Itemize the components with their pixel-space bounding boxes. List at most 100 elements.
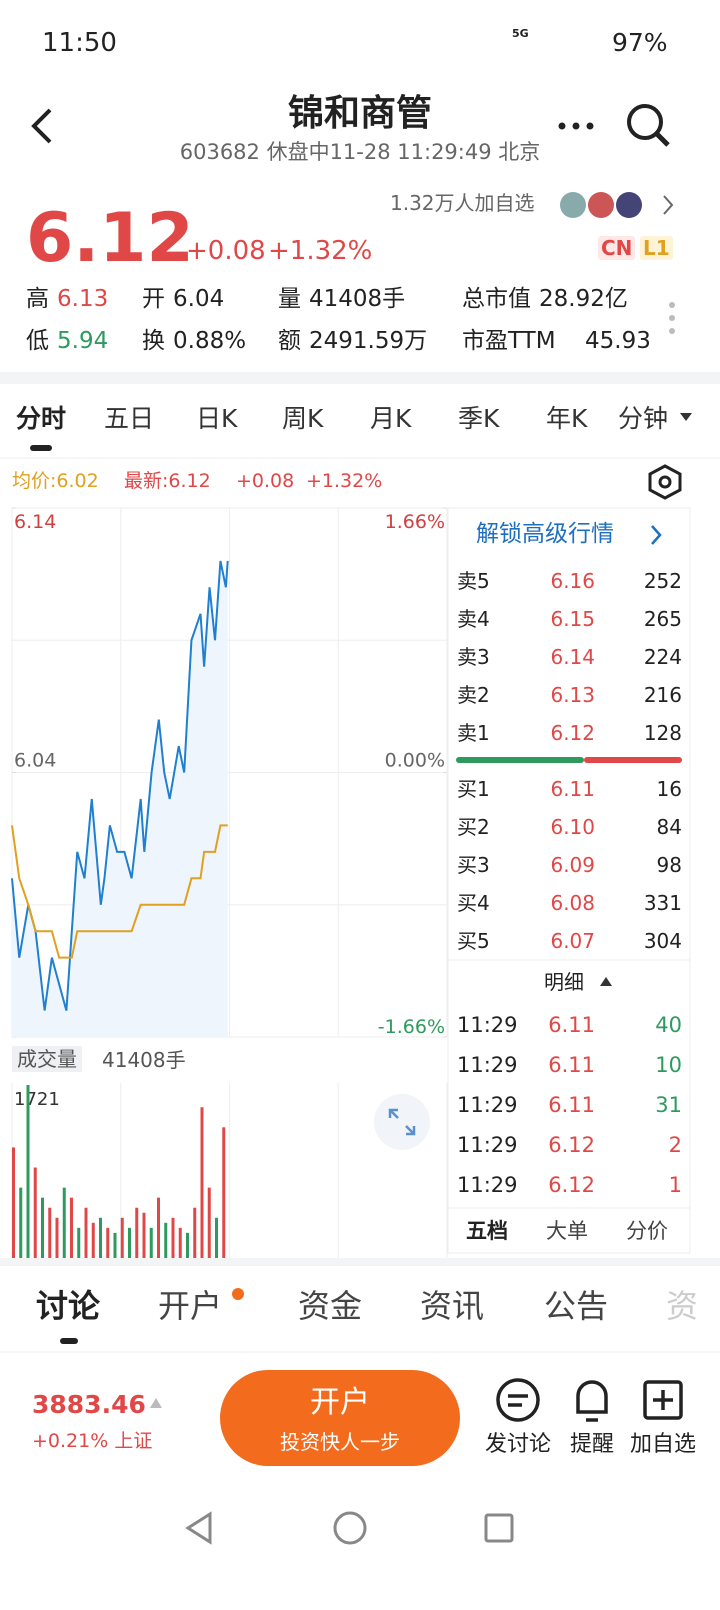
book-label: 买4 [457,891,490,915]
book-price: 6.08 [550,891,595,915]
y2-tick-label: 0.00% [385,750,445,772]
y-tick-label: 1721 [14,1089,60,1110]
bottom-tab[interactable]: 开户 [158,1287,223,1325]
stat-value: 28.92亿 [539,286,628,312]
book-label: 买5 [457,929,490,953]
action-icons[interactable] [496,1378,683,1422]
action-label[interactable]: 发讨论 [484,1432,551,1457]
book-volume: 265 [643,607,682,631]
action-label[interactable]: 提醒 [569,1432,614,1457]
expand-button[interactable] [374,1094,430,1150]
stat-value: 5.94 [57,328,109,354]
book-label: 买3 [457,853,490,877]
book-price: 6.07 [550,929,595,953]
panel-tab[interactable]: 大单 [546,1219,588,1243]
button-sub[interactable]: 投资快人一步 [280,1430,400,1454]
book-price: 6.12 [550,721,595,745]
open-account-button[interactable] [220,1370,460,1466]
search-button[interactable] [627,104,670,147]
book-volume: 84 [656,815,682,839]
book-label: 买2 [457,815,490,839]
volume-bar [84,1207,88,1258]
detail-volume: 31 [655,1093,682,1117]
tab-indicator [30,445,52,451]
chart-tab[interactable]: 分钟 [618,404,669,433]
bottom-tab[interactable]: 资 [666,1287,699,1325]
watch-arrow[interactable] [663,195,674,215]
chart-tab[interactable]: 月K [370,404,412,433]
chart-tab[interactable]: 季K [458,404,500,433]
volume-bar [193,1207,197,1258]
volume-bar [12,1147,15,1258]
volume-bar [164,1222,168,1258]
volume-bar [149,1227,153,1258]
unlock-link[interactable]: 解锁高级行情 [476,521,614,547]
panel-border [447,507,691,1254]
settings-icon[interactable] [648,464,682,500]
back-button[interactable] [31,108,52,144]
avatars [560,192,642,218]
book-label: 卖4 [457,607,490,631]
volume-bar [48,1207,52,1258]
button-title[interactable]: 开户 [310,1385,370,1420]
action-label[interactable]: 加自选 [629,1432,696,1457]
notify-dot [232,1288,244,1300]
y-tick-label: 6.04 [14,750,56,772]
bottom-tab[interactable]: 讨论 [36,1287,101,1325]
stat-label: 市盈TTM [462,328,556,354]
book-price: 6.15 [550,607,595,631]
detail-time: 11:29 [457,1093,518,1117]
panel-tab[interactable]: 分价 [626,1219,668,1243]
index-arrow [150,1398,162,1408]
chart-tab[interactable]: 五日 [104,404,155,433]
book-volume: 304 [643,929,682,953]
stat-label: 额 [278,328,301,354]
chart-tab[interactable]: 分时 [16,404,67,433]
volume-bar [113,1232,117,1258]
volume-bar [200,1107,204,1258]
dropdown-arrow[interactable] [680,413,692,421]
detail-price: 6.11 [548,1053,595,1077]
volume-bar [120,1217,124,1258]
more-button[interactable] [558,122,594,130]
detail-time: 11:29 [457,1133,518,1157]
detail-time: 11:29 [457,1013,518,1037]
book-price: 6.11 [550,777,595,801]
watchers[interactable]: 1.32万人加自选 [390,191,535,215]
y-tick-label: 6.14 [14,511,56,533]
status-network: 5G [512,27,529,40]
chart-tab[interactable]: 年K [546,404,588,433]
stats-more[interactable] [669,302,675,334]
stat-label: 量 [278,286,301,312]
line-series [11,560,229,1011]
book-label: 卖1 [457,721,490,745]
volume-bar [41,1197,44,1258]
details-title[interactable]: 明细 [544,970,584,994]
volume-bar [33,1167,37,1258]
nav-bar[interactable] [185,1511,514,1545]
price-area [12,560,228,1037]
index-value: 3883.46 [32,1390,146,1419]
volume-bar [157,1197,160,1258]
legend-change: +0.08 [236,470,295,492]
change: +0.08 [186,236,266,266]
tab-indicator [60,1338,78,1344]
book-volume: 252 [643,569,682,593]
bottom-tab[interactable]: 资讯 [420,1287,485,1325]
badge: L1 [640,236,673,260]
y2-tick-label: 1.66% [385,511,445,533]
volume-bar [142,1212,146,1258]
book-volume: 128 [643,721,682,745]
book-price: 6.14 [550,645,595,669]
bottom-tab[interactable]: 公告 [544,1287,609,1325]
bottom-tab[interactable]: 资金 [298,1287,363,1325]
separator [0,372,720,384]
y2-tick-label: -1.66% [378,1016,445,1038]
stat-label: 换 [142,328,165,354]
book-volume: 16 [656,777,682,801]
chart-tab[interactable]: 日K [196,404,238,433]
panel-tab[interactable]: 五档 [466,1219,508,1243]
volume-bar [135,1207,139,1258]
chart-tab[interactable]: 周K [282,404,324,433]
